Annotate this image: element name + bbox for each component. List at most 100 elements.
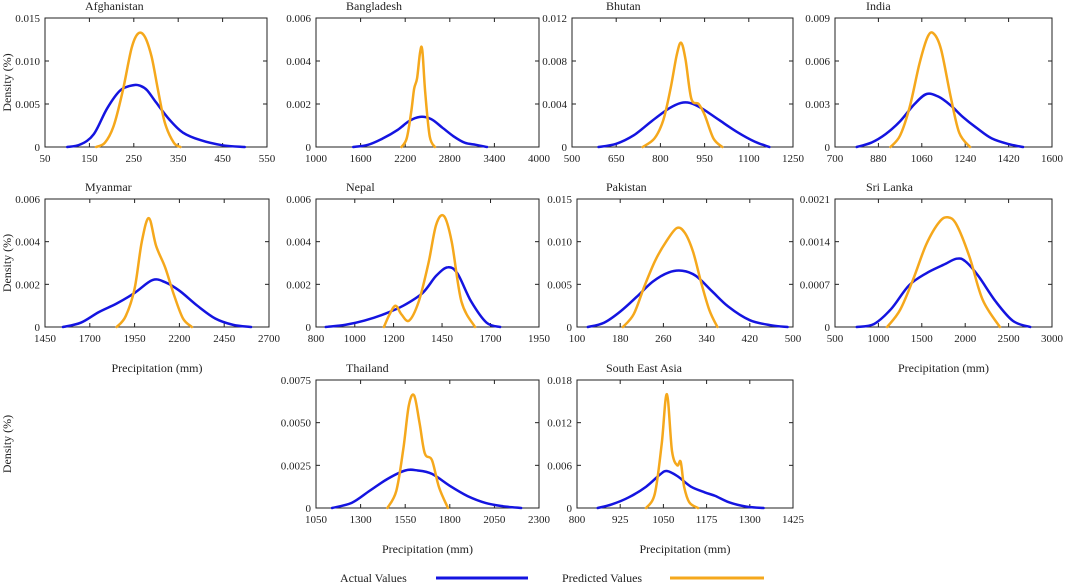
x-tick-label: 1060 [911,153,934,165]
y-tick-label: 0 [35,142,41,154]
x-tick-label: 260 [655,333,672,345]
panel-bangladesh: Bangladesh 1000 1600 2200 2800 3400 4000 0 0.002… [286,0,550,165]
x-tick-label: 925 [612,514,629,526]
x-tick-label: 500 [785,333,802,345]
actual-curve-myanmar [61,278,253,329]
panel-title: India [866,0,891,13]
x-tick-label: 1425 [782,514,805,526]
panel-south-east-asia: South East Asia 800 925 1050 1175 1300 1425 0 0.… [547,361,804,556]
x-tick-label: 1175 [696,514,718,526]
predicted-curve-india [889,31,972,149]
plot-frame [315,198,540,328]
predicted-curve-pakistan [621,226,719,329]
x-tick-label: 2200 [394,153,417,165]
x-tick-label: 150 [81,153,98,165]
predicted-curve-bhutan [641,41,724,149]
predicted-curve-sri-lanka [885,215,1002,329]
x-tick-label: 1450 [34,333,57,345]
y-tick-label: 0 [825,142,831,154]
panel-pakistan: Pakistan 100 180 260 340 420 500 0 0.005 0.010 0.0… [547,180,802,345]
predicted-curve-bangladesh [400,45,437,149]
y-tick-label: 0.002 [286,279,311,291]
y-tick-label: 0.006 [286,194,311,206]
y-tick-label: 0.002 [286,99,311,111]
y-tick-label: 0.012 [547,418,572,430]
predicted-curve-thailand [386,393,450,510]
x-axis-label: Precipitation (mm) [898,361,989,375]
x-tick-label: 2700 [258,333,281,345]
actual-curve-nepal [324,265,502,329]
actual-curve-afghanistan [65,83,247,149]
plot-frame [44,198,270,328]
y-tick-label: 0.006 [286,13,311,25]
x-tick-label: 880 [870,153,887,165]
x-tick-label: 1200 [383,333,406,345]
x-axis-label: Precipitation (mm) [640,542,731,556]
y-tick-label: 0.0007 [800,279,831,291]
y-axis-label: Density (%) [0,53,14,111]
panel-title: Myanmar [85,180,132,194]
y-tick-label: 0 [567,322,573,334]
x-tick-label: 800 [308,333,325,345]
y-tick-label: 0.010 [15,56,40,68]
x-tick-label: 1100 [738,153,760,165]
actual-curve-bangladesh [351,115,489,149]
predicted-curve-nepal [382,213,477,329]
x-tick-label: 1950 [124,333,147,345]
x-tick-label: 650 [608,153,625,165]
x-tick-label: 1000 [305,153,328,165]
y-tick-label: 0.0050 [281,418,312,430]
y-tick-label: 0.0021 [800,194,830,206]
x-tick-label: 1250 [782,153,805,165]
x-tick-label: 2300 [528,514,551,526]
x-tick-label: 1800 [439,514,462,526]
y-tick-label: 0.006 [15,194,40,206]
y-tick-label: 0 [306,503,312,515]
x-tick-label: 500 [827,333,844,345]
y-tick-label: 0.008 [542,56,567,68]
y-tick-label: 0.004 [286,237,311,249]
x-tick-label: 2200 [168,333,191,345]
y-tick-label: 0.015 [547,194,572,206]
x-tick-label: 800 [569,514,586,526]
x-tick-label: 2500 [998,333,1021,345]
x-tick-label: 4000 [528,153,551,165]
y-tick-label: 0.002 [15,279,40,291]
panel-nepal: Nepal 800 1000 1200 1450 1700 1950 0 0.002 0.004 0… [286,180,550,345]
plot-frame [44,17,268,148]
y-tick-label: 0.0075 [281,375,312,387]
actual-curve-bhutan [597,100,771,149]
x-tick-label: 1000 [867,333,890,345]
x-tick-label: 3000 [1041,333,1064,345]
actual-curve-sri-lanka [855,257,1032,329]
predicted-curve-south-east-asia [644,392,700,510]
x-tick-label: 500 [564,153,581,165]
actual-curve-south-east-asia [596,469,765,510]
predicted-curve-myanmar [115,216,194,329]
y-tick-label: 0.005 [547,279,572,291]
y-tick-label: 0.009 [805,13,830,25]
x-tick-label: 420 [742,333,759,345]
x-tick-label: 450 [214,153,231,165]
plot-frame [834,198,1053,328]
x-tick-label: 180 [612,333,629,345]
x-axis-label: Precipitation (mm) [382,542,473,556]
y-tick-label: 0.004 [15,237,40,249]
panel-title: Thailand [346,361,389,375]
y-tick-label: 0.0014 [800,237,831,249]
x-tick-label: 340 [698,333,715,345]
panel-bhutan: Bhutan 500 650 800 950 1100 1250 0 0.004 0.008 0.0… [542,0,804,165]
x-tick-label: 1600 [350,153,373,165]
x-tick-label: 2800 [439,153,462,165]
x-axis-label: Precipitation (mm) [112,361,203,375]
x-tick-label: 950 [696,153,713,165]
plot-frame [576,379,794,509]
y-tick-label: 0 [825,322,831,334]
x-tick-label: 250 [126,153,143,165]
x-tick-label: 2050 [483,514,506,526]
actual-curve-thailand [330,468,523,510]
y-tick-label: 0.006 [547,460,572,472]
x-tick-label: 1000 [344,333,367,345]
x-tick-label: 3400 [483,153,506,165]
